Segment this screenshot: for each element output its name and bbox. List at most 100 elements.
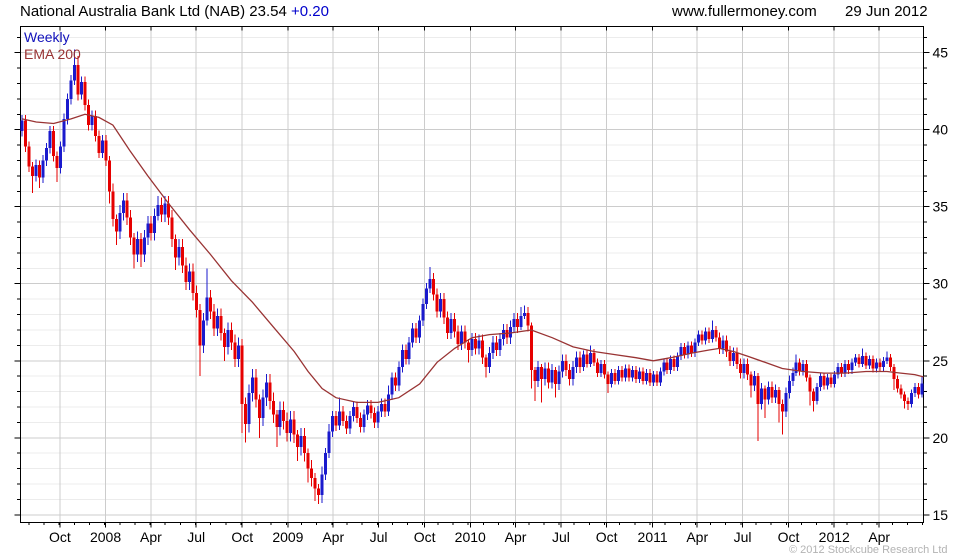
candle-body: [107, 160, 111, 192]
candle-body: [850, 362, 854, 371]
candle-body: [163, 203, 167, 215]
candle-body: [317, 488, 321, 495]
x-axis-label: Oct: [596, 529, 618, 545]
candle-body: [669, 359, 673, 371]
candle-body: [310, 468, 314, 478]
x-axis-label: 2010: [455, 529, 486, 545]
candle-body: [24, 120, 28, 147]
candle-body: [899, 388, 903, 395]
candle-body: [470, 339, 474, 350]
candle-body: [655, 374, 659, 383]
y-axis-label: 40: [933, 122, 949, 138]
candle-body: [62, 118, 66, 147]
candle-body: [892, 366, 896, 380]
candle-body: [606, 374, 610, 384]
candle-body: [334, 416, 338, 426]
candle-body: [735, 353, 739, 364]
candle-body: [439, 299, 443, 312]
candle-body: [759, 388, 763, 404]
website-link[interactable]: www.fullermoney.com: [672, 3, 817, 20]
candle-body: [421, 303, 425, 321]
x-axis-label: 2008: [90, 529, 121, 545]
candle-body: [97, 135, 101, 153]
candle-body: [233, 342, 237, 360]
candle-body: [756, 376, 760, 404]
candle-body: [777, 390, 781, 404]
candle-body: [170, 217, 174, 240]
candle-body: [125, 200, 129, 218]
candle-body: [683, 346, 687, 355]
candle-body: [780, 403, 784, 412]
x-axis-label: Apr: [505, 529, 527, 545]
candle-body: [920, 383, 924, 395]
candle-body: [114, 219, 118, 232]
candle-body: [791, 373, 795, 381]
x-axis-label: Apr: [686, 529, 708, 545]
candle-body: [59, 146, 63, 169]
candle-body: [386, 394, 390, 412]
candle-body: [885, 357, 889, 361]
candle-body: [763, 388, 767, 400]
candle-body: [902, 394, 906, 401]
candle-body: [568, 370, 572, 380]
candle-body: [857, 357, 861, 364]
candle-body: [100, 140, 104, 153]
candle-body: [766, 386, 770, 400]
candle-body: [693, 342, 697, 354]
candle-body: [132, 237, 136, 255]
candle-body: [261, 397, 265, 418]
candle-body: [212, 311, 216, 329]
candle-body: [93, 115, 97, 136]
candle-body: [48, 131, 52, 149]
chart-date: 29 Jun 2012: [845, 3, 928, 20]
candle-body: [916, 386, 920, 395]
candle-body: [146, 223, 150, 238]
candle-body: [111, 191, 115, 220]
candle-body: [372, 413, 376, 423]
candle-body: [808, 377, 812, 392]
candle-body: [404, 349, 408, 360]
candle-body: [564, 360, 568, 371]
candle-body: [351, 406, 355, 417]
candle-body: [156, 205, 160, 216]
candle-body: [135, 239, 139, 255]
candle-body: [812, 391, 816, 401]
candle-body: [526, 313, 530, 326]
candle-body: [383, 403, 387, 412]
candle-body: [536, 366, 540, 381]
candle-body: [153, 215, 157, 233]
candle-body: [547, 368, 551, 383]
candle-body: [801, 363, 805, 372]
candle-body: [599, 363, 603, 374]
candle-body: [787, 380, 791, 394]
candle-body: [414, 328, 418, 338]
candle-body: [637, 371, 641, 380]
candle-body: [257, 399, 261, 418]
candle-body: [815, 386, 819, 401]
page-title: National Australia Bank Ltd (NAB) 23.54 …: [20, 3, 329, 20]
candle-body: [41, 160, 45, 178]
candle-body: [662, 362, 666, 372]
candle-body: [31, 166, 35, 176]
candle-body: [871, 359, 875, 369]
candle-body: [522, 313, 526, 317]
candle-body: [578, 357, 582, 367]
candle-body: [582, 354, 586, 367]
candle-body: [296, 434, 300, 448]
candle-body: [498, 339, 502, 350]
candle-body: [602, 363, 606, 375]
candle-body: [658, 371, 662, 383]
candle-body: [69, 80, 73, 99]
copyright-notice: © 2012 Stockcube Research Ltd: [789, 544, 948, 556]
candle-body: [338, 411, 342, 426]
candle-body: [219, 316, 223, 334]
candle-body: [236, 345, 240, 360]
candle-body: [324, 453, 328, 475]
candle-body: [836, 366, 840, 375]
candle-body: [480, 340, 484, 358]
candle-body: [512, 319, 516, 327]
candle-body: [435, 294, 439, 312]
candle-body: [400, 349, 404, 367]
candle-body: [616, 370, 620, 381]
candle-body: [554, 370, 558, 384]
